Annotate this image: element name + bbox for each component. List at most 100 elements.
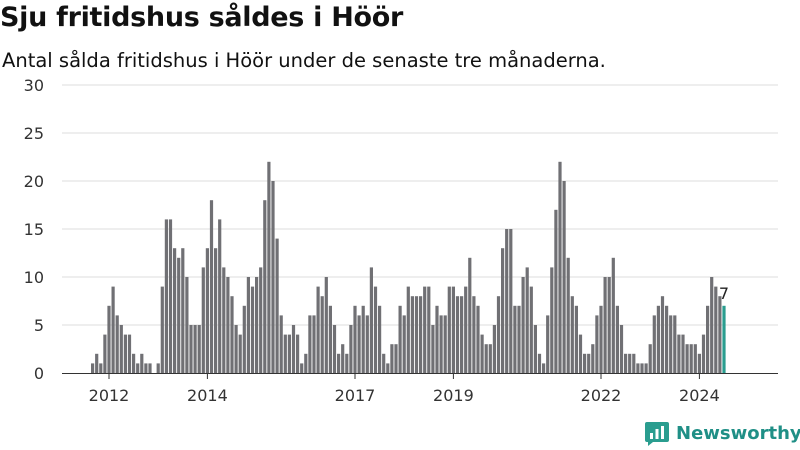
bar <box>234 325 238 373</box>
bar <box>283 334 287 373</box>
bar <box>238 334 242 373</box>
bar <box>562 181 566 373</box>
bar <box>271 181 275 373</box>
bar <box>714 286 718 373</box>
bar <box>611 257 615 373</box>
y-tick-label: 0 <box>34 364 44 383</box>
bar <box>451 286 455 373</box>
bar <box>132 353 136 373</box>
bar <box>386 363 390 373</box>
bar <box>414 296 419 373</box>
x-tick-label: 2012 <box>89 386 130 405</box>
bar <box>640 363 644 373</box>
bar <box>480 334 484 373</box>
bar <box>533 325 537 373</box>
y-tick-label: 25 <box>24 124 44 143</box>
chart-title: Sju fritidshus såldes i Höör <box>0 2 404 33</box>
bar <box>255 277 259 373</box>
bar <box>91 363 95 373</box>
bar <box>644 363 648 373</box>
bar <box>513 305 517 373</box>
bar <box>554 209 558 373</box>
bar <box>279 315 283 373</box>
bar <box>275 238 279 373</box>
bar <box>226 277 230 373</box>
bar <box>222 267 226 373</box>
bar <box>566 257 570 373</box>
bar <box>193 325 197 373</box>
x-tick-label: 2017 <box>335 386 376 405</box>
bar <box>587 353 591 373</box>
bar <box>697 353 701 373</box>
bar <box>710 277 714 373</box>
bar <box>529 286 533 373</box>
bar <box>624 353 628 373</box>
x-tick-label: 2019 <box>433 386 474 405</box>
bar <box>291 325 296 373</box>
bar <box>103 334 107 373</box>
bar <box>718 296 722 373</box>
bar <box>599 305 603 373</box>
bar <box>648 344 652 373</box>
x-tick-label: 2024 <box>679 386 720 405</box>
bar <box>205 248 209 373</box>
bar <box>537 353 542 373</box>
chart-subtitle: Antal sålda fritidshus i Höör under de s… <box>2 49 606 72</box>
bar <box>164 219 168 373</box>
highlight-data-label: 7 <box>719 284 729 303</box>
bar <box>492 325 496 373</box>
bar <box>250 286 255 373</box>
bar <box>542 363 546 373</box>
y-tick-label: 5 <box>34 316 44 335</box>
bar <box>689 344 693 373</box>
bar <box>619 325 624 373</box>
bar <box>345 353 349 373</box>
bar <box>439 315 443 373</box>
bar <box>607 277 611 373</box>
bar <box>332 325 337 373</box>
bar <box>468 257 472 373</box>
bar <box>99 363 103 373</box>
bar <box>402 315 406 373</box>
bar <box>341 344 345 373</box>
bar <box>95 353 99 373</box>
bar <box>501 248 505 373</box>
bar <box>324 277 328 373</box>
bar <box>476 305 480 373</box>
bar <box>382 353 386 373</box>
bar <box>209 200 214 373</box>
y-tick-label: 20 <box>24 172 44 191</box>
bar <box>419 296 423 373</box>
bar <box>328 305 332 373</box>
bar <box>304 353 308 373</box>
bar <box>595 315 599 373</box>
bar <box>722 305 726 373</box>
bar <box>218 219 222 373</box>
bar <box>484 344 488 373</box>
bar <box>160 286 164 373</box>
bar <box>189 325 193 373</box>
bar <box>665 305 669 373</box>
bar <box>390 344 394 373</box>
bar <box>296 334 300 373</box>
bar <box>365 315 369 373</box>
bar <box>496 296 501 373</box>
bar <box>669 315 673 373</box>
y-tick-label: 10 <box>24 268 44 287</box>
bar <box>361 305 365 373</box>
bar <box>550 267 554 373</box>
bar <box>148 363 152 373</box>
bar <box>115 315 119 373</box>
bar <box>127 334 132 373</box>
newsworthy-logo-icon <box>645 422 669 446</box>
x-tick-label: 2022 <box>581 386 622 405</box>
bar <box>136 363 140 373</box>
y-tick-label: 15 <box>24 220 44 239</box>
bar <box>435 305 439 373</box>
bar <box>140 353 144 373</box>
bar <box>230 296 234 373</box>
bar <box>308 315 312 373</box>
bar <box>615 305 619 373</box>
bar <box>603 277 607 373</box>
bar <box>320 296 324 373</box>
